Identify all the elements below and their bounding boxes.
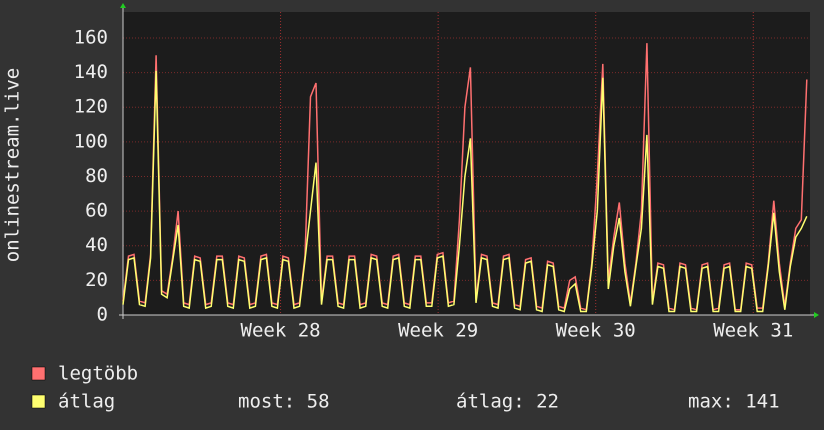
- stat-label: most: 58: [238, 391, 330, 413]
- y-tick-label: 60: [85, 200, 108, 222]
- y-tick-label: 160: [74, 26, 108, 48]
- arrow: [120, 3, 126, 8]
- series-line: [122, 70, 808, 313]
- legend-label: legtöbb: [58, 363, 138, 385]
- y-tick-label: 120: [74, 96, 108, 118]
- stat-label: átlag: 22: [456, 391, 559, 413]
- arrow: [814, 312, 819, 318]
- y-tick-label: 20: [85, 269, 108, 291]
- y-axis-label: onlinestream.live: [2, 68, 24, 262]
- x-tick-label: Week 28: [241, 320, 321, 342]
- y-tick-label: 0: [97, 304, 108, 326]
- x-tick-label: Week 29: [398, 320, 478, 342]
- legend-label: átlag: [58, 391, 115, 413]
- legend-swatch: [31, 394, 46, 409]
- y-tick-label: 40: [85, 234, 108, 256]
- stat-label: max: 141: [688, 391, 780, 413]
- x-tick-label: Week 31: [713, 320, 793, 342]
- x-tick-label: Week 30: [556, 320, 636, 342]
- y-tick-label: 80: [85, 165, 108, 187]
- y-tick-label: 100: [74, 130, 108, 152]
- legend-swatch: [31, 366, 46, 381]
- y-tick-label: 140: [74, 61, 108, 83]
